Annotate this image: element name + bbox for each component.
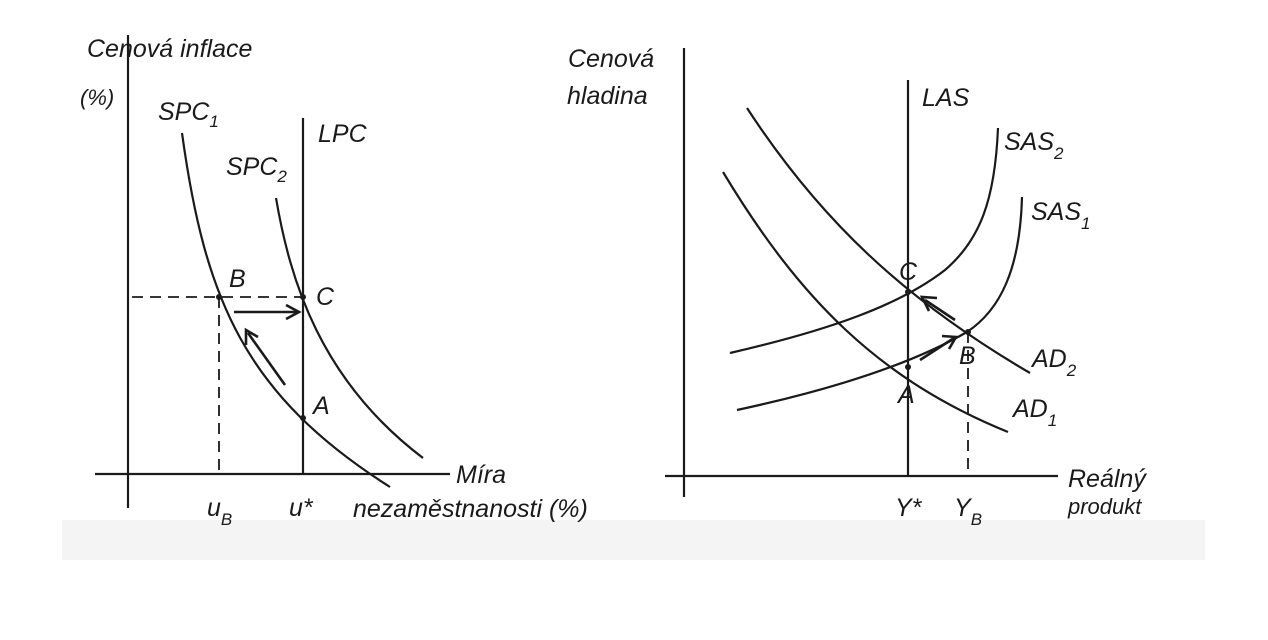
left-x-label-line1: Míra xyxy=(456,461,506,489)
point-b-dot xyxy=(216,294,222,300)
arrow-b-to-c-head xyxy=(285,303,302,321)
right-x-label-line1: Reálný xyxy=(1068,465,1147,493)
point-a-label-right: A xyxy=(896,381,915,409)
point-b-dot-right xyxy=(965,329,971,335)
arrow-a-to-b-right-head xyxy=(941,334,959,350)
right-x-label-line2: produkt xyxy=(1067,494,1142,519)
arrow-b-to-c-right xyxy=(924,298,956,322)
spc2-curve xyxy=(274,197,424,459)
sas2-label: SAS2 xyxy=(1004,128,1064,163)
point-a-dot-right xyxy=(905,364,911,370)
ad2-label: AD2 xyxy=(1030,345,1077,380)
left-x-label-line2: nezaměstnanosti (%) xyxy=(353,495,588,523)
las-label: LAS xyxy=(922,84,970,112)
spc1-label: SPC1 xyxy=(158,98,219,131)
spc1-curve xyxy=(180,132,391,488)
point-b-label: B xyxy=(229,265,246,293)
left-panel: Cenová inflace (%) SPC1 SPC2 LPC B C A u… xyxy=(80,35,588,529)
sas1-label: SAS1 xyxy=(1031,198,1091,233)
ad2-curve xyxy=(746,107,1031,374)
tick-yb-label: YB xyxy=(954,494,982,529)
right-y-label-line1: Cenová xyxy=(568,45,654,73)
tick-ub-label: uB xyxy=(207,494,232,529)
right-panel: Cenová hladina LAS SAS2 SAS1 AD2 AD1 C A… xyxy=(567,45,1147,529)
arrow-b-to-c-right-head xyxy=(919,295,938,312)
lpc-label: LPC xyxy=(318,120,368,148)
arrow-a-to-b xyxy=(246,332,287,386)
point-c-dot-right xyxy=(905,289,911,295)
tick-ustar-label: u* xyxy=(289,494,314,522)
left-y-label-line1: Cenová inflace xyxy=(87,35,252,63)
right-y-label-line2: hladina xyxy=(567,82,648,110)
scan-band xyxy=(62,520,1205,560)
left-y-label-line2: (%) xyxy=(80,85,114,110)
point-a-label: A xyxy=(311,392,330,420)
ad1-label: AD1 xyxy=(1011,395,1057,430)
arrow-a-to-b-head xyxy=(244,327,259,345)
sas1-curve xyxy=(736,196,1024,412)
arrow-a-to-b-right xyxy=(919,336,955,362)
point-b-label-right: B xyxy=(959,342,976,370)
sas2-curve xyxy=(729,127,1000,355)
tick-ystar-label: Y* xyxy=(895,494,923,522)
ad1-curve xyxy=(722,171,1009,434)
spc2-label: SPC2 xyxy=(226,153,287,186)
point-a-dot xyxy=(300,415,306,421)
point-c-dot xyxy=(300,294,306,300)
point-c-label: C xyxy=(316,283,335,311)
point-c-label-right: C xyxy=(899,258,918,286)
